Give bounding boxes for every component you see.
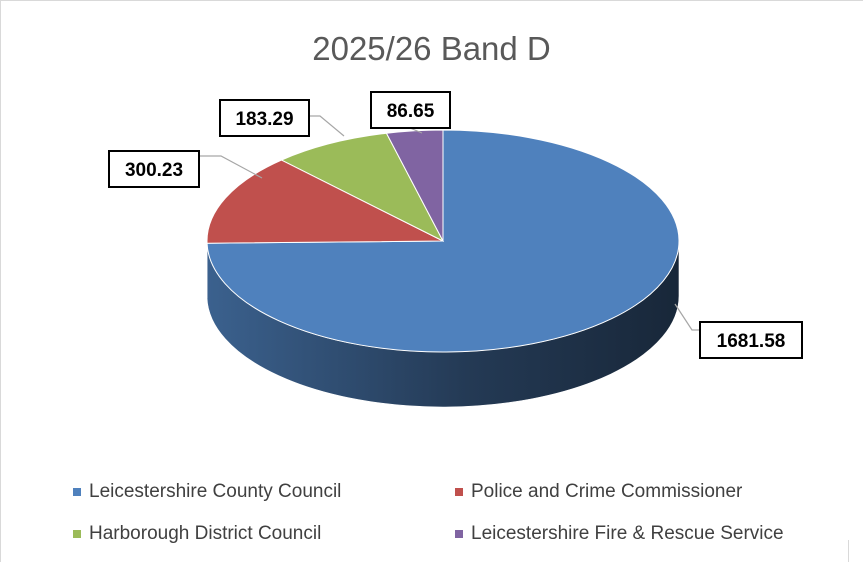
legend-item-fire-rescue: Leicestershire Fire & Rescue Service [455, 523, 784, 545]
frame-border-left [0, 0, 1, 562]
leader-line-2 [309, 115, 345, 137]
legend-label-fire-rescue: Leicestershire Fire & Rescue Service [471, 523, 784, 544]
legend-label-harborough: Harborough District Council [89, 523, 322, 544]
legend-item-county-council: Leicestershire County Council [73, 481, 341, 503]
legend-label-police: Police and Crime Commissioner [471, 481, 743, 502]
leader-line-1 [199, 155, 263, 179]
legend-swatch-county-council [73, 488, 81, 496]
pie-slice-2 [280, 132, 445, 243]
legend-swatch-harborough [73, 530, 81, 538]
legend-label-county-council: Leicestershire County Council [89, 481, 342, 502]
legend-swatch-police [455, 488, 463, 496]
legend-swatch-fire-rescue [455, 530, 463, 538]
data-label-box-1 [108, 150, 200, 188]
data-label-box-2 [219, 99, 310, 137]
chart-title: 2025/26 Band D [312, 30, 551, 67]
frame-border-top [0, 0, 863, 1]
data-label-0: 1681.58 [717, 331, 786, 352]
data-label-2: 183.29 [235, 109, 293, 130]
legend-item-harborough: Harborough District Council [73, 523, 321, 545]
frame-border-right [848, 540, 849, 562]
leader-line-0 [674, 303, 700, 331]
pie-slice-1 [206, 159, 444, 244]
data-label-1: 300.23 [125, 160, 183, 181]
legend-item-police: Police and Crime Commissioner [455, 481, 742, 503]
pie-slice-3 [385, 129, 444, 242]
data-label-3: 86.65 [387, 101, 435, 122]
data-label-box-3 [370, 91, 451, 129]
data-label-box-0 [699, 321, 803, 359]
